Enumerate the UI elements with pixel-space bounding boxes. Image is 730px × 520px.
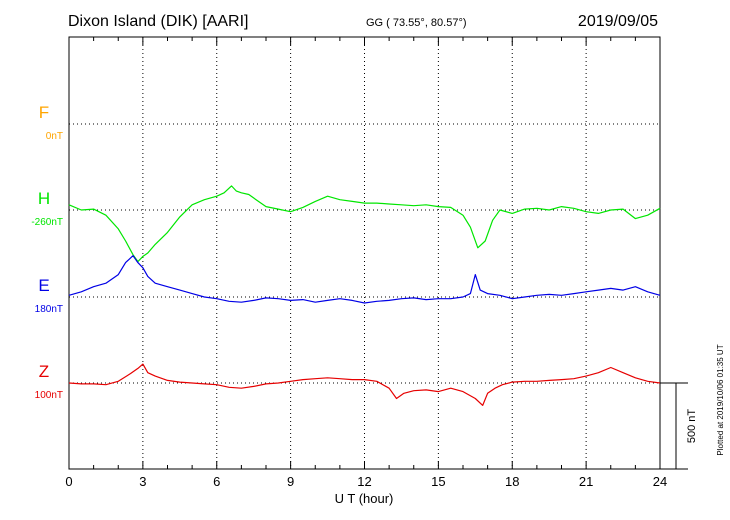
series-baseline-z: 100nT (35, 390, 63, 401)
scale-bar: 500 nT (660, 382, 698, 470)
x-tick-label: 18 (505, 474, 519, 489)
scale-bar-label: 500 nT (686, 409, 698, 444)
grid (69, 37, 660, 469)
x-axis-ticks: 0 3 6 9 12 15 18 21 24 (65, 37, 667, 489)
x-tick-label: 9 (287, 474, 294, 489)
series-baseline-f: 0nT (46, 131, 63, 142)
date-label: 2019/09/05 (578, 13, 658, 30)
series-name-f: F (39, 103, 49, 122)
plotted-note: Plotted at 2019/10/06 01:35 UT (716, 344, 725, 455)
x-tick-label: 3 (139, 474, 146, 489)
x-tick-label: 21 (579, 474, 593, 489)
x-tick-label: 24 (653, 474, 667, 489)
series-group (68, 185, 661, 406)
x-tick-label: 0 (65, 474, 72, 489)
station-title: Dixon Island (DIK) [AARI] (68, 13, 249, 30)
x-tick-label: 6 (213, 474, 220, 489)
series-name-z: Z (39, 362, 49, 381)
x-tick-label: 12 (357, 474, 371, 489)
x-axis-label: U T (hour) (335, 491, 394, 506)
series-name-e: E (38, 276, 49, 295)
series-line-z (68, 363, 661, 406)
x-tick-label: 15 (431, 474, 445, 489)
series-labels: F 0nT H -260nT E 180nT Z 100nT (31, 103, 63, 401)
station-coords: GG ( 73.55°, 80.57°) (366, 17, 467, 29)
series-name-h: H (38, 189, 50, 208)
series-baseline-h: -260nT (31, 217, 63, 228)
series-line-e (68, 255, 661, 304)
series-line-h (68, 185, 661, 263)
series-baseline-e: 180nT (35, 304, 63, 315)
